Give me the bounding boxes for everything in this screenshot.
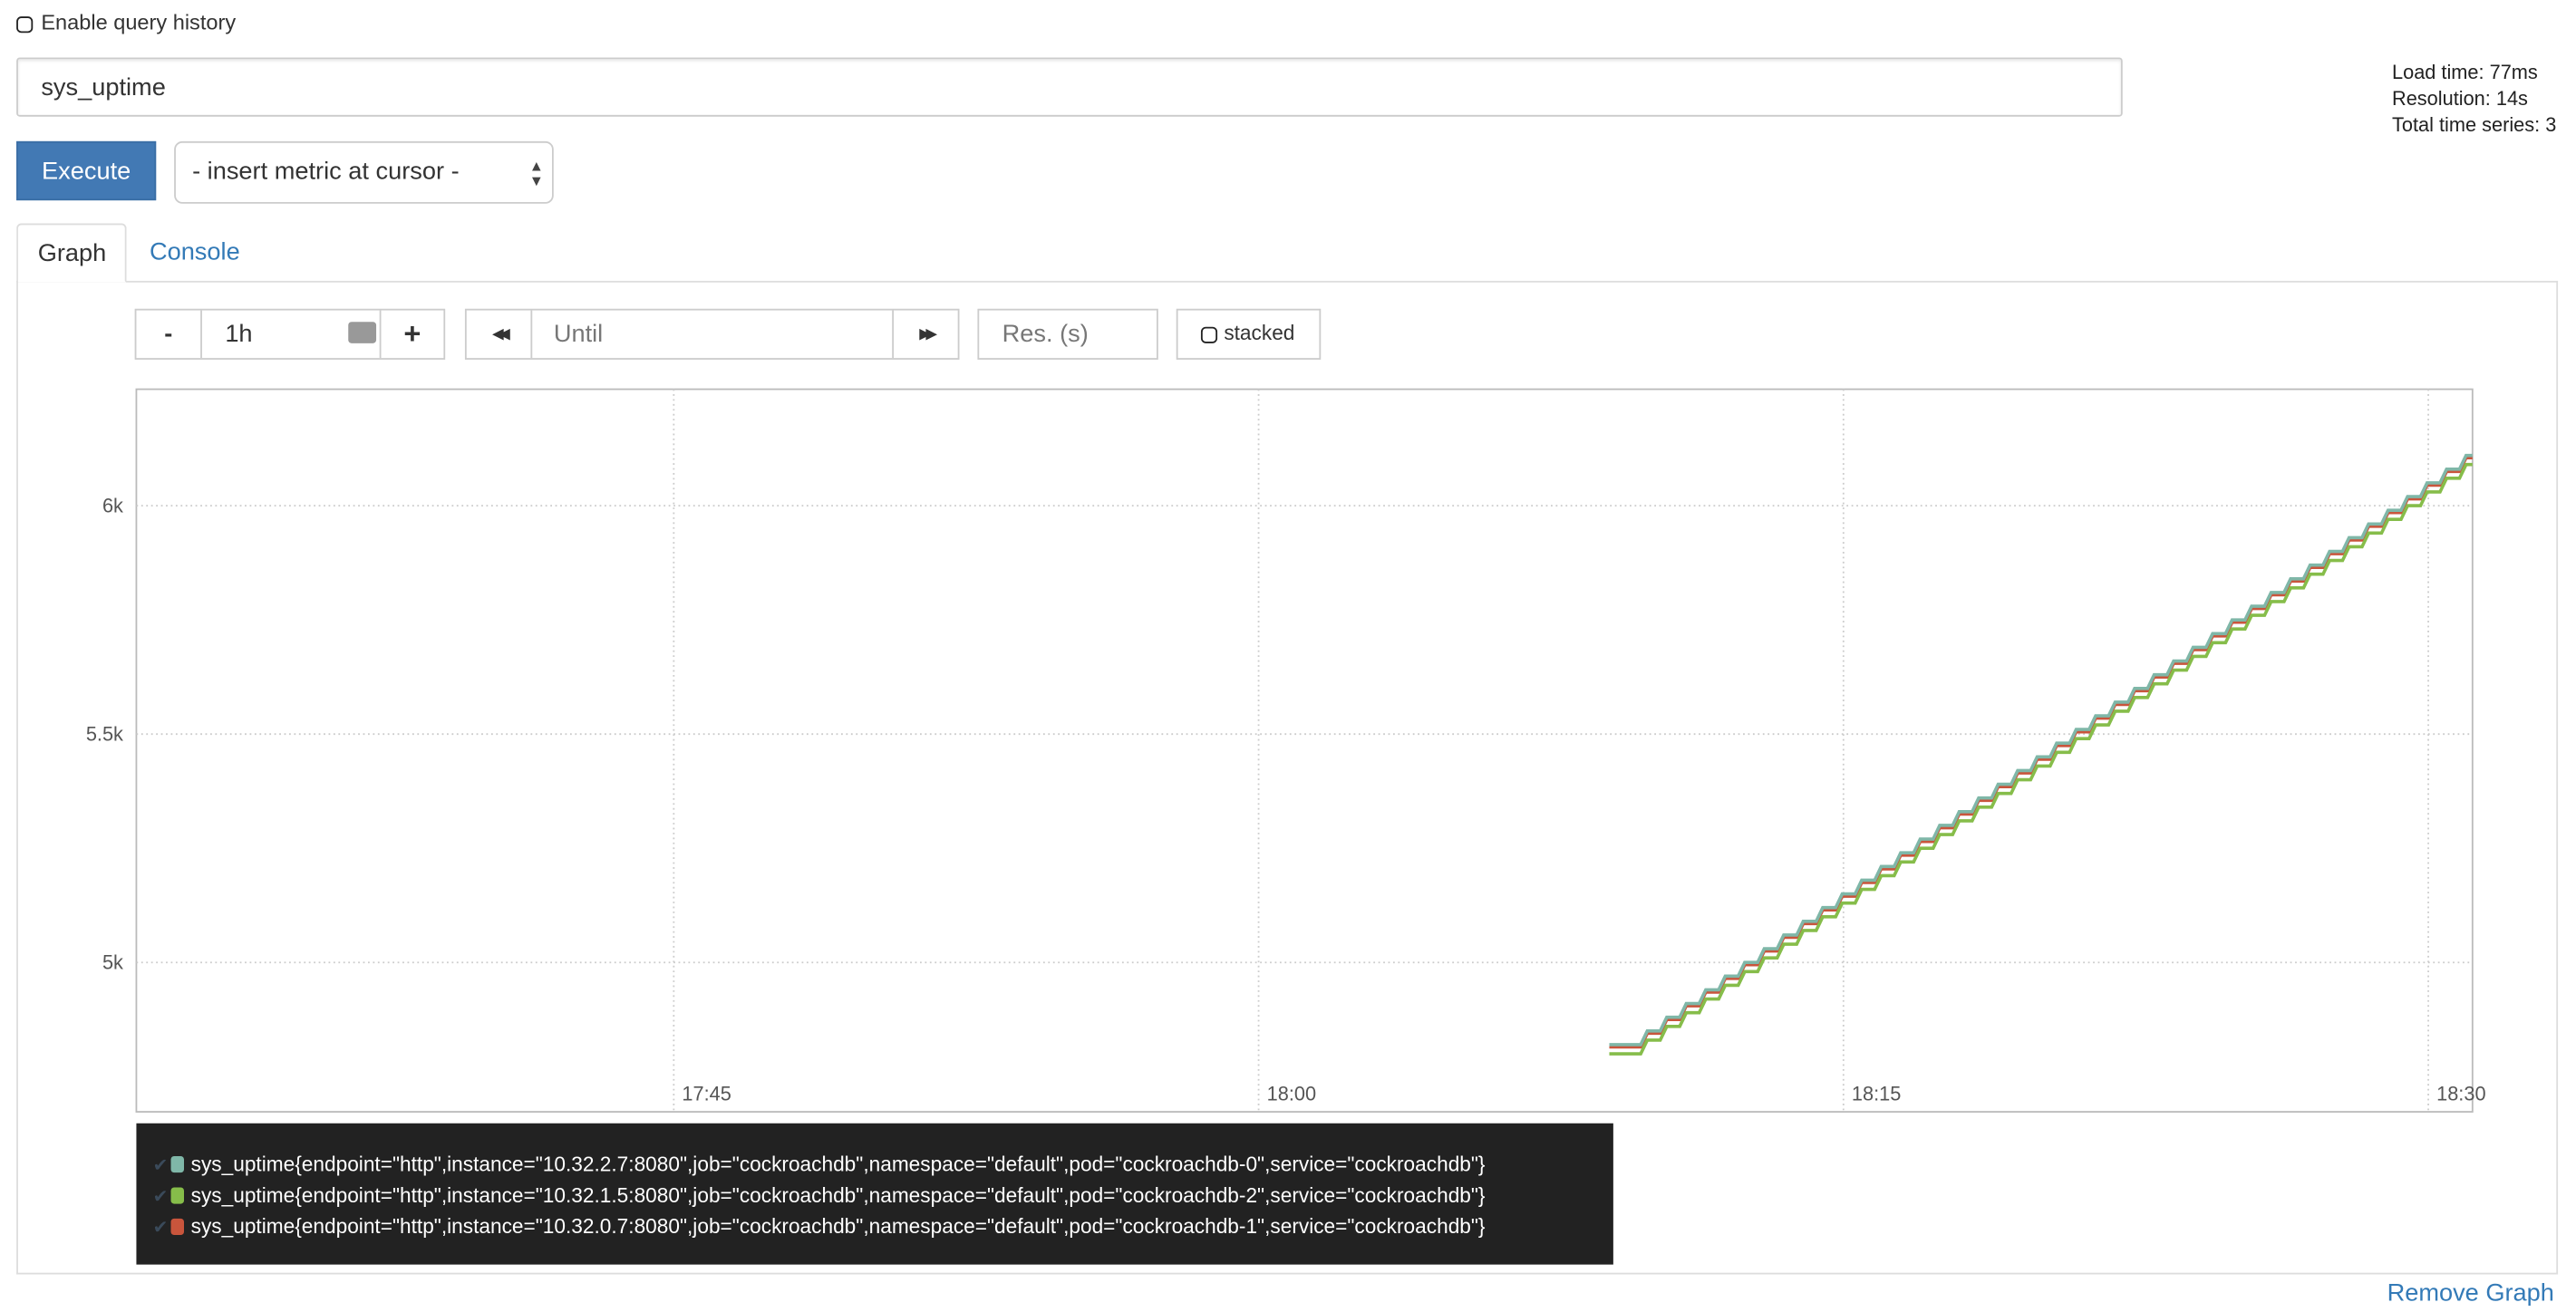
series-swatch [170, 1156, 185, 1173]
resolution-input[interactable]: Res. (s) [977, 308, 1158, 360]
resolution: Resolution: 14s [2392, 87, 2528, 111]
range-control: - 1h + [134, 308, 446, 360]
x-tick-label: 18:30 [2436, 1082, 2485, 1105]
query-history-label: Enable query history [41, 9, 237, 35]
expression-input[interactable]: sys_uptime [16, 57, 2123, 117]
checkmark-icon: ✔ [152, 1187, 169, 1208]
query-history-checkbox[interactable] [16, 15, 34, 33]
remove-graph-link[interactable]: Remove Graph [2387, 1278, 2554, 1307]
x-tick-label: 18:15 [1852, 1082, 1901, 1105]
tab-console[interactable]: Console [149, 237, 240, 266]
y-tick-label: 5k [102, 950, 123, 973]
tab-bar: Graph Console [16, 223, 2559, 283]
range-value: 1h [225, 320, 253, 349]
execute-button[interactable]: Execute [16, 140, 157, 201]
stacked-checkbox[interactable] [1200, 326, 1218, 343]
range-decrease-button[interactable]: - [136, 310, 202, 359]
range-increase-button[interactable]: + [403, 316, 421, 351]
y-tick-label: 5.5k [86, 722, 123, 745]
series-swatch [170, 1187, 185, 1204]
query-history-toggle[interactable]: Enable query history [16, 10, 236, 34]
y-tick-label: 6k [102, 494, 123, 516]
insert-metric-select[interactable]: - insert metric at cursor - ▲ ▼ [174, 140, 554, 204]
series-swatch [170, 1218, 185, 1235]
legend-item[interactable]: ✔ sys_uptime{endpoint="http",instance="10… [136, 1212, 1612, 1243]
legend-label: sys_uptime{endpoint="http",instance="10.… [190, 1183, 1486, 1208]
stacked-label: stacked [1224, 322, 1295, 345]
stacked-toggle[interactable]: stacked [1176, 308, 1322, 360]
x-tick-label: 18:00 [1267, 1082, 1316, 1105]
x-tick-label: 17:45 [682, 1082, 731, 1105]
series-line [1609, 456, 2473, 1049]
load-time: Load time: 77ms [2392, 61, 2538, 84]
until-input[interactable]: Until [532, 310, 894, 359]
legend-label: sys_uptime{endpoint="http",instance="10.… [190, 1153, 1486, 1176]
time-forward-button[interactable]: ▶▶ [919, 324, 937, 342]
range-input[interactable]: 1h [202, 310, 382, 359]
graph-panel [16, 280, 2559, 1275]
checkmark-icon: ✔ [152, 1218, 169, 1239]
calendar-icon[interactable] [348, 322, 377, 343]
total-series: Total time series: 3 [2392, 113, 2557, 137]
insert-metric-selected: - insert metric at cursor - [192, 158, 460, 186]
end-time-control: ◀◀ Until ▶▶ [464, 308, 960, 360]
time-back-button[interactable]: ◀◀ [467, 310, 533, 359]
select-arrows-icon: ▲ ▼ [528, 158, 544, 189]
legend-label: sys_uptime{endpoint="http",instance="10.… [190, 1215, 1486, 1239]
checkmark-icon: ✔ [152, 1156, 169, 1176]
legend: ✔ sys_uptime{endpoint="http",instance="10… [136, 1123, 1613, 1265]
legend-item[interactable]: ✔ sys_uptime{endpoint="http",instance="10… [136, 1181, 1612, 1211]
query-stats: Load time: 77ms Resolution: 14s Total ti… [2392, 59, 2556, 138]
tab-graph[interactable]: Graph [16, 223, 127, 283]
legend-item[interactable]: ✔ sys_uptime{endpoint="http",instance="10… [136, 1150, 1612, 1181]
series-line [1609, 462, 2473, 1056]
series-line [1609, 453, 2473, 1047]
plot-area [135, 388, 2474, 1113]
